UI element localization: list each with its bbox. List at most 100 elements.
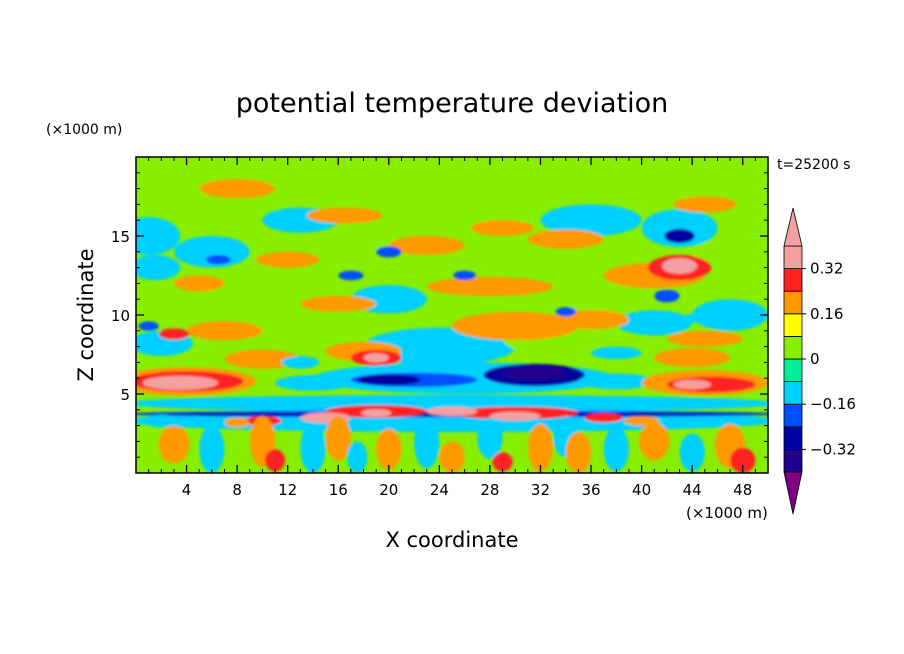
- contour-region: [158, 425, 190, 464]
- contour-region: [306, 207, 383, 224]
- colorbar-segment: [783, 403, 803, 428]
- x-tick-label: 44: [683, 481, 702, 499]
- contour-region: [388, 236, 465, 255]
- contour-region: [363, 353, 389, 363]
- contour-region: [224, 349, 301, 369]
- contour-region: [692, 239, 768, 265]
- contour-region: [565, 283, 642, 316]
- contour-region: [142, 414, 181, 428]
- contour-region: [414, 417, 440, 469]
- colorbar-tick-label: 0.32: [810, 260, 843, 278]
- contour-region: [136, 394, 768, 413]
- contour-region: [186, 321, 263, 341]
- colorbar-tick-label: −0.16: [810, 395, 856, 413]
- contour-region: [730, 447, 756, 473]
- colorbar-tick-label: 0: [810, 350, 820, 368]
- x-tick-label: 12: [278, 481, 297, 499]
- contour-region: [584, 413, 623, 423]
- x-tick-label: 8: [232, 481, 242, 499]
- contour-region: [679, 433, 705, 472]
- contour-region: [471, 220, 535, 237]
- x-tick-label: 36: [581, 481, 600, 499]
- contour-region: [199, 278, 301, 304]
- x-tick-label: 48: [733, 481, 752, 499]
- x-axis-label: X coordinate: [385, 528, 518, 552]
- contour-region: [275, 375, 351, 391]
- contour-region: [173, 275, 225, 292]
- y-axis: 5 10 15: [111, 172, 768, 458]
- contour-region: [639, 422, 670, 461]
- colorbar-segment: [783, 335, 803, 360]
- x-tick-label: 16: [329, 481, 348, 499]
- colorbar-segment: [783, 290, 803, 315]
- contour-region: [527, 424, 554, 472]
- x-tick-label: 28: [480, 481, 499, 499]
- x-axis: 4 8 12 16 20 24 28 32 36 40 44 48: [148, 157, 756, 499]
- contour-region: [414, 158, 566, 178]
- colorbar-min-arrow: [783, 471, 803, 515]
- contour-region: [654, 348, 731, 368]
- contour-region: [264, 449, 286, 472]
- contour-region: [376, 246, 402, 258]
- heatmap-plot-area: [136, 157, 768, 473]
- contour-region: [237, 160, 339, 186]
- contour-region: [661, 258, 698, 274]
- y-tick-label: 5: [120, 386, 130, 404]
- contour-region: [136, 255, 181, 281]
- colorbar-segment: [783, 448, 803, 473]
- chart-title: potential temperature deviation: [236, 88, 668, 119]
- contour-region: [331, 220, 396, 252]
- colorbar-segment: [783, 245, 803, 270]
- colorbar-max-arrow: [783, 207, 803, 247]
- colorbar-tick-label: 0.16: [810, 305, 843, 323]
- contour-region: [361, 409, 392, 417]
- contour-region: [616, 310, 693, 336]
- y-tick-label: 10: [111, 307, 130, 325]
- contour-region: [199, 179, 275, 199]
- contour-region: [578, 373, 655, 390]
- contour-region: [338, 270, 364, 281]
- contour-region: [300, 422, 326, 473]
- contour-region: [199, 425, 225, 473]
- contour-region: [347, 441, 368, 473]
- colorbar-segment: [783, 426, 803, 450]
- x-tick-label: 24: [430, 481, 449, 499]
- contour-region: [692, 299, 768, 331]
- colorbar-segment: [783, 268, 803, 292]
- contour-region: [224, 417, 250, 428]
- contour-region: [540, 204, 642, 236]
- y-axis-label: Z coordinate: [74, 248, 98, 381]
- colorbar-segment: [783, 313, 803, 337]
- contour-region: [591, 346, 642, 360]
- x-tick-label: 40: [632, 481, 651, 499]
- contour-region: [673, 379, 712, 390]
- contour-region: [641, 209, 718, 248]
- contour-region: [376, 428, 402, 470]
- contour-region: [281, 356, 320, 369]
- contour-region: [623, 416, 660, 426]
- contour-regions: [136, 158, 768, 473]
- x-unit-label: (×1000 m): [686, 504, 768, 522]
- contour-region: [565, 432, 592, 473]
- contour-region: [325, 416, 351, 461]
- contour-region: [555, 307, 576, 317]
- contour-region: [654, 289, 680, 303]
- contour-region: [452, 311, 579, 341]
- colorbar: 0.32 0.16 0 −0.16 −0.32: [783, 207, 856, 515]
- contour-region: [138, 321, 159, 331]
- contour-region: [300, 296, 377, 312]
- contour-region: [453, 270, 476, 281]
- contour-region: [357, 374, 421, 386]
- colorbar-segment: [783, 358, 803, 383]
- contour-region: [256, 251, 320, 268]
- contour-region: [664, 228, 695, 244]
- contour-region: [680, 313, 717, 323]
- contour-region: [489, 411, 541, 421]
- contour-region: [154, 379, 193, 390]
- y-unit-label: (×1000 m): [46, 122, 122, 138]
- contour-region: [439, 441, 465, 473]
- contour-region: [501, 366, 568, 381]
- x-tick-label: 32: [531, 481, 550, 499]
- time-label: t=25200 s: [777, 157, 851, 173]
